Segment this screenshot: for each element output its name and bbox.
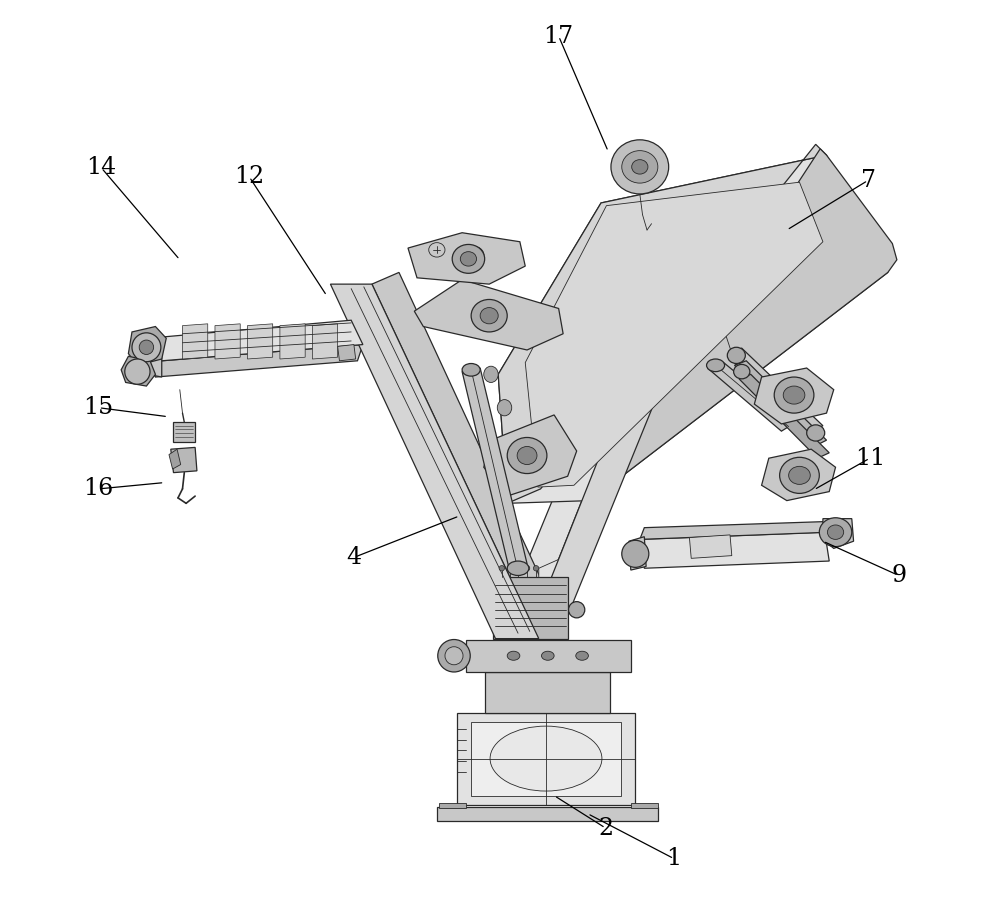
Ellipse shape [622,151,658,183]
Polygon shape [485,672,610,713]
Polygon shape [495,200,700,639]
Polygon shape [414,280,563,350]
Ellipse shape [569,602,585,618]
Ellipse shape [452,244,485,273]
Ellipse shape [507,437,547,474]
Polygon shape [640,521,832,539]
Polygon shape [457,713,635,805]
Polygon shape [735,361,827,446]
Text: 4: 4 [346,546,361,569]
Polygon shape [280,324,305,359]
Ellipse shape [789,466,810,484]
Ellipse shape [125,359,150,384]
Ellipse shape [507,561,529,575]
Ellipse shape [499,566,505,571]
Polygon shape [525,182,823,487]
Polygon shape [640,532,829,568]
Text: 15: 15 [84,396,114,419]
Text: 12: 12 [234,165,264,189]
Polygon shape [739,374,829,458]
Polygon shape [539,557,563,639]
Polygon shape [171,447,197,473]
Ellipse shape [783,386,805,404]
Ellipse shape [471,299,507,332]
Ellipse shape [480,308,498,324]
Polygon shape [484,415,577,496]
Ellipse shape [827,525,844,539]
Polygon shape [754,368,834,424]
Ellipse shape [490,726,602,791]
Polygon shape [121,356,155,386]
Ellipse shape [819,518,852,547]
Ellipse shape [734,364,750,379]
Polygon shape [631,803,658,808]
Ellipse shape [774,377,814,413]
Ellipse shape [445,647,463,665]
Polygon shape [498,155,888,503]
Ellipse shape [727,347,745,364]
Ellipse shape [707,359,725,372]
Polygon shape [372,272,563,639]
Polygon shape [823,519,854,548]
Polygon shape [471,722,621,796]
Polygon shape [689,535,732,558]
Polygon shape [215,324,240,359]
Polygon shape [707,363,796,431]
Ellipse shape [460,252,477,266]
Ellipse shape [497,400,512,416]
Text: 14: 14 [86,156,116,179]
Ellipse shape [541,651,554,660]
Polygon shape [148,345,363,377]
Ellipse shape [462,364,480,376]
Text: 9: 9 [891,564,906,587]
Polygon shape [330,284,539,639]
Ellipse shape [533,566,539,571]
Ellipse shape [780,457,819,493]
Text: 16: 16 [83,477,114,501]
Polygon shape [462,368,527,568]
Text: 1: 1 [667,847,682,870]
Polygon shape [247,324,273,359]
Ellipse shape [507,566,513,571]
Polygon shape [498,144,827,503]
Polygon shape [455,244,491,266]
Polygon shape [408,233,525,284]
Polygon shape [762,449,836,501]
Text: 11: 11 [855,446,885,470]
Ellipse shape [462,246,484,264]
Ellipse shape [132,333,161,362]
Ellipse shape [632,160,648,174]
Polygon shape [590,149,897,501]
Ellipse shape [484,366,498,382]
Text: 2: 2 [598,816,613,840]
Ellipse shape [807,425,825,441]
Ellipse shape [517,446,537,465]
Polygon shape [730,348,823,431]
Polygon shape [148,320,363,361]
Ellipse shape [524,566,530,571]
Ellipse shape [576,651,588,660]
Polygon shape [527,203,735,639]
Text: 17: 17 [544,24,574,48]
Polygon shape [338,345,356,361]
Polygon shape [466,640,631,672]
Polygon shape [148,338,162,377]
Polygon shape [173,422,195,442]
Ellipse shape [507,651,520,660]
Polygon shape [128,327,166,365]
Ellipse shape [139,340,154,354]
Text: 7: 7 [861,169,876,192]
Ellipse shape [438,640,470,672]
Polygon shape [182,324,208,359]
Polygon shape [439,803,466,808]
Polygon shape [169,449,181,469]
Ellipse shape [515,566,521,571]
Polygon shape [312,324,338,359]
Ellipse shape [611,140,669,194]
Polygon shape [629,537,646,570]
Ellipse shape [622,540,649,567]
Polygon shape [437,807,658,821]
Polygon shape [493,577,568,639]
